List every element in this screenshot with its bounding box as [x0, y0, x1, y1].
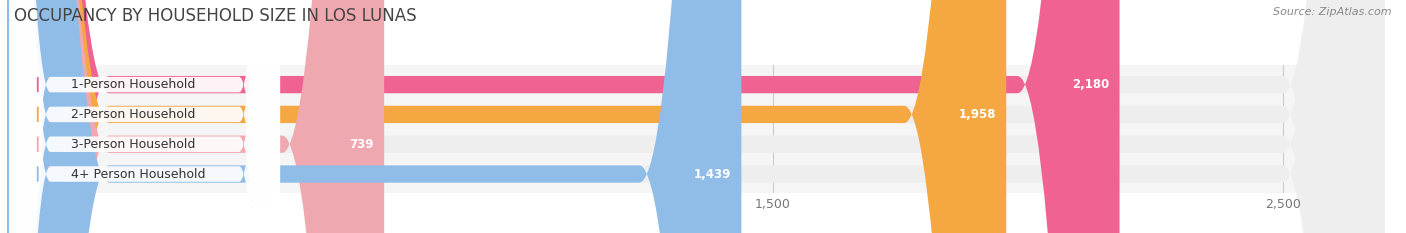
Text: OCCUPANCY BY HOUSEHOLD SIZE IN LOS LUNAS: OCCUPANCY BY HOUSEHOLD SIZE IN LOS LUNAS [14, 7, 416, 25]
FancyBboxPatch shape [7, 0, 1385, 233]
FancyBboxPatch shape [7, 0, 1119, 233]
Text: 1,958: 1,958 [959, 108, 995, 121]
Text: 3-Person Household: 3-Person Household [70, 138, 195, 151]
FancyBboxPatch shape [10, 0, 280, 233]
Text: Source: ZipAtlas.com: Source: ZipAtlas.com [1274, 7, 1392, 17]
Text: 4+ Person Household: 4+ Person Household [70, 168, 205, 181]
Text: 1,439: 1,439 [693, 168, 731, 181]
FancyBboxPatch shape [10, 0, 280, 233]
FancyBboxPatch shape [7, 0, 1385, 233]
FancyBboxPatch shape [7, 0, 1007, 233]
Text: 1-Person Household: 1-Person Household [70, 78, 195, 91]
Text: 2,180: 2,180 [1073, 78, 1109, 91]
FancyBboxPatch shape [7, 0, 1385, 233]
FancyBboxPatch shape [7, 0, 1385, 233]
Text: 2-Person Household: 2-Person Household [70, 108, 195, 121]
FancyBboxPatch shape [7, 0, 384, 233]
Text: 739: 739 [350, 138, 374, 151]
FancyBboxPatch shape [7, 0, 741, 233]
FancyBboxPatch shape [10, 0, 280, 233]
FancyBboxPatch shape [10, 0, 280, 233]
